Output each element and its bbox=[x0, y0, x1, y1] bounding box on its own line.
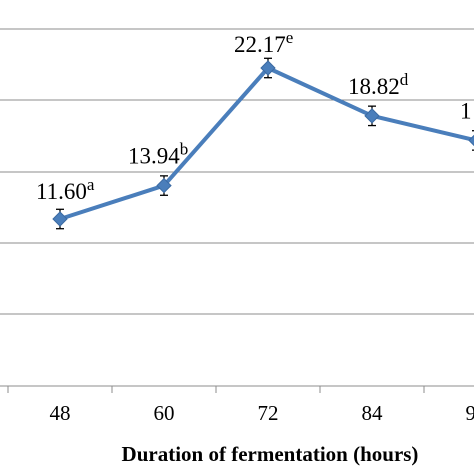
data-label: 1 bbox=[460, 98, 472, 123]
data-labels: 11.60a 13.94b 22.17e 18.82d 1 bbox=[36, 28, 472, 204]
data-point bbox=[52, 208, 68, 230]
data-point bbox=[468, 130, 474, 151]
data-point bbox=[156, 175, 172, 196]
data-label: 13.94b bbox=[128, 140, 188, 169]
data-point bbox=[260, 57, 276, 79]
x-tick-label: 48 bbox=[50, 401, 71, 425]
data-marker bbox=[156, 177, 172, 194]
data-label-value: 22.17 bbox=[234, 32, 286, 57]
data-label-letter: b bbox=[180, 140, 189, 159]
data-label-value: 13.94 bbox=[128, 144, 180, 169]
data-point bbox=[364, 105, 380, 127]
data-label: 18.82d bbox=[348, 70, 409, 99]
data-label-value: 11.60 bbox=[36, 179, 87, 204]
data-marker bbox=[52, 211, 68, 227]
data-marker bbox=[468, 134, 474, 147]
series-line bbox=[58, 66, 474, 221]
data-marker bbox=[260, 60, 276, 76]
x-axis: 48 60 72 84 96 bbox=[0, 385, 474, 425]
gridlines bbox=[0, 28, 474, 315]
data-label-letter: a bbox=[87, 175, 95, 194]
x-tick-label: 84 bbox=[362, 401, 384, 425]
data-label-letter: d bbox=[400, 70, 409, 89]
x-tick-label: 60 bbox=[154, 401, 175, 425]
x-tick-label: 72 bbox=[258, 401, 279, 425]
series-line-group bbox=[52, 57, 474, 230]
data-label-value: 1 bbox=[460, 98, 472, 123]
data-label: 11.60a bbox=[36, 175, 95, 204]
data-marker bbox=[364, 108, 380, 124]
data-label-value: 18.82 bbox=[348, 74, 400, 99]
data-label: 22.17e bbox=[234, 28, 293, 57]
data-label-letter: e bbox=[286, 28, 294, 47]
x-tick-label: 96 bbox=[466, 401, 474, 425]
x-axis-title: Duration of fermentation (hours) bbox=[122, 442, 419, 466]
